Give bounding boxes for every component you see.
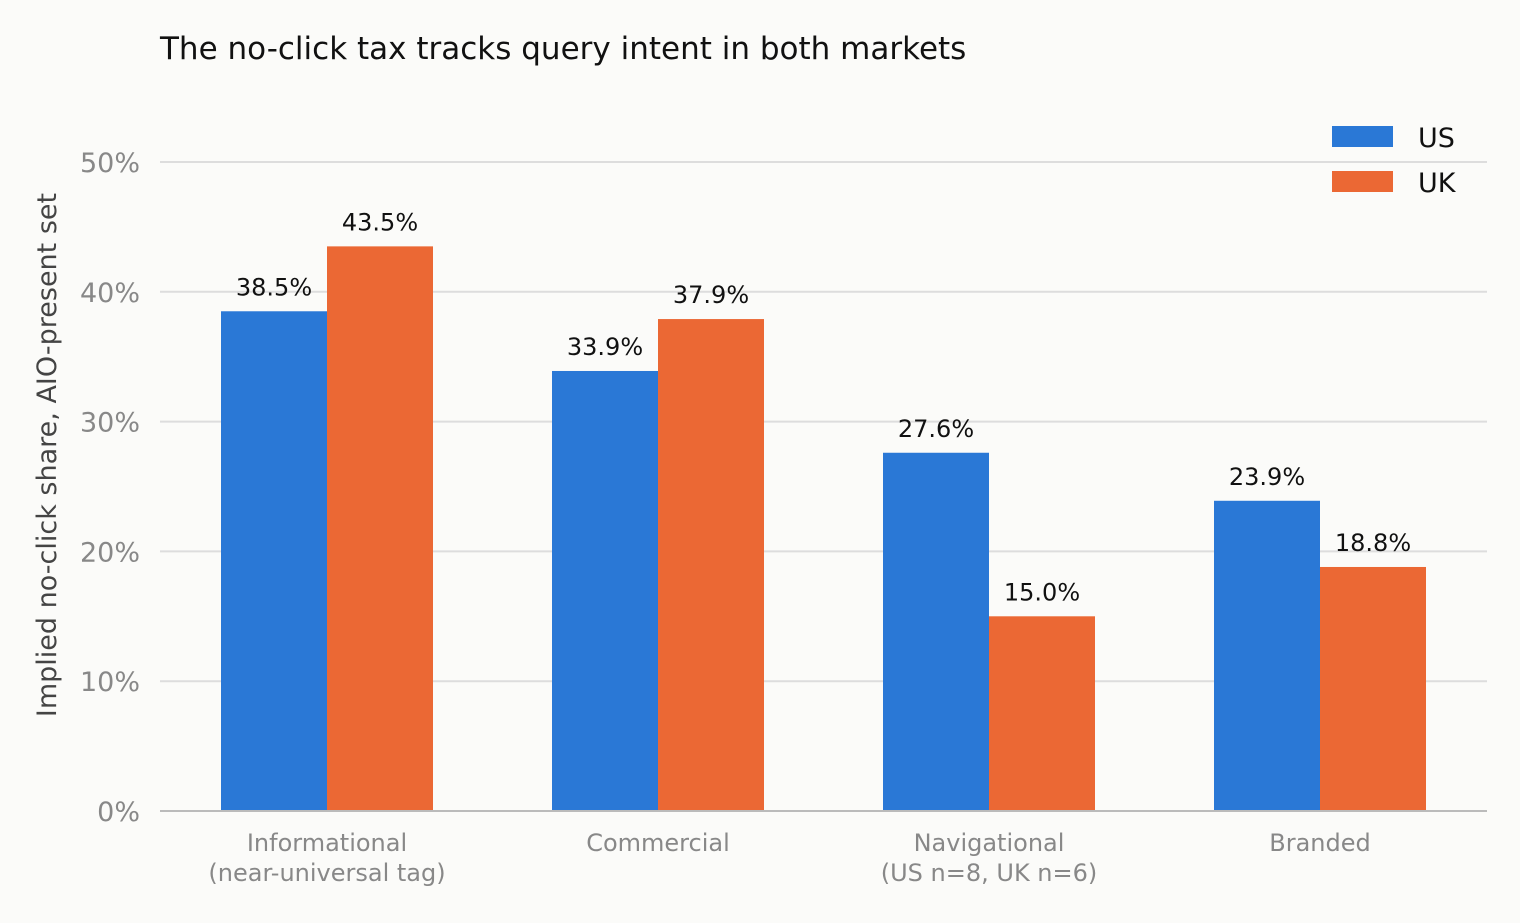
y-tick-label: 0% bbox=[97, 797, 140, 828]
value-label-us-0: 38.5% bbox=[236, 273, 312, 301]
x-axis-ticks: Informational(near-universal tag) Commerc… bbox=[208, 829, 1370, 887]
legend-swatch-us bbox=[1332, 126, 1393, 147]
value-label-us-3: 23.9% bbox=[1229, 463, 1305, 491]
x-tick-label: Branded bbox=[1269, 829, 1370, 857]
x-tick-label: (US n=8, UK n=6) bbox=[881, 859, 1098, 887]
value-label-us-1: 33.9% bbox=[567, 333, 643, 361]
legend-label-us: US bbox=[1418, 123, 1455, 154]
legend: US UK bbox=[1332, 123, 1457, 199]
y-tick-label: 50% bbox=[80, 148, 140, 179]
bar-us-0 bbox=[221, 311, 327, 811]
bars bbox=[221, 246, 1426, 811]
y-axis-label: Implied no-click share, AIO-present set bbox=[32, 193, 63, 717]
x-tick-label: Informational bbox=[247, 829, 407, 857]
y-tick-label: 40% bbox=[80, 278, 140, 309]
bar-us-1 bbox=[552, 370, 658, 811]
y-axis-ticks: 0% 10% 20% 30% 40% 50% bbox=[80, 148, 140, 828]
value-label-uk-1: 37.9% bbox=[673, 281, 749, 309]
y-tick-label: 30% bbox=[80, 408, 140, 439]
value-label-uk-2: 15.0% bbox=[1004, 578, 1080, 606]
y-tick-label: 10% bbox=[80, 667, 140, 698]
bar-us-2 bbox=[883, 452, 989, 811]
bar-uk-3 bbox=[1320, 566, 1426, 811]
x-tick-label: Commercial bbox=[586, 829, 730, 857]
x-tick-label: Navigational bbox=[914, 829, 1065, 857]
value-labels: 38.5% 33.9% 27.6% 23.9% 43.5% 37.9% 15.0% 18.8% bbox=[236, 208, 1411, 606]
bar-us-3 bbox=[1214, 500, 1320, 811]
x-tick-label-group: Branded bbox=[1269, 829, 1370, 857]
bar-uk-2 bbox=[989, 616, 1095, 811]
chart-title: The no-click tax tracks query intent in … bbox=[159, 31, 966, 67]
legend-swatch-uk bbox=[1332, 171, 1393, 192]
bar-uk-1 bbox=[658, 319, 764, 811]
value-label-uk-0: 43.5% bbox=[342, 208, 418, 236]
value-label-uk-3: 18.8% bbox=[1335, 529, 1411, 557]
value-label-us-2: 27.6% bbox=[898, 415, 974, 443]
legend-label-uk: UK bbox=[1418, 168, 1457, 199]
y-tick-label: 20% bbox=[80, 537, 140, 568]
bar-uk-0 bbox=[327, 246, 433, 811]
x-tick-label-group: Navigational(US n=8, UK n=6) bbox=[881, 829, 1098, 887]
x-tick-label-group: Commercial bbox=[586, 829, 730, 857]
x-tick-label-group: Informational(near-universal tag) bbox=[208, 829, 445, 887]
x-tick-label: (near-universal tag) bbox=[208, 859, 445, 887]
